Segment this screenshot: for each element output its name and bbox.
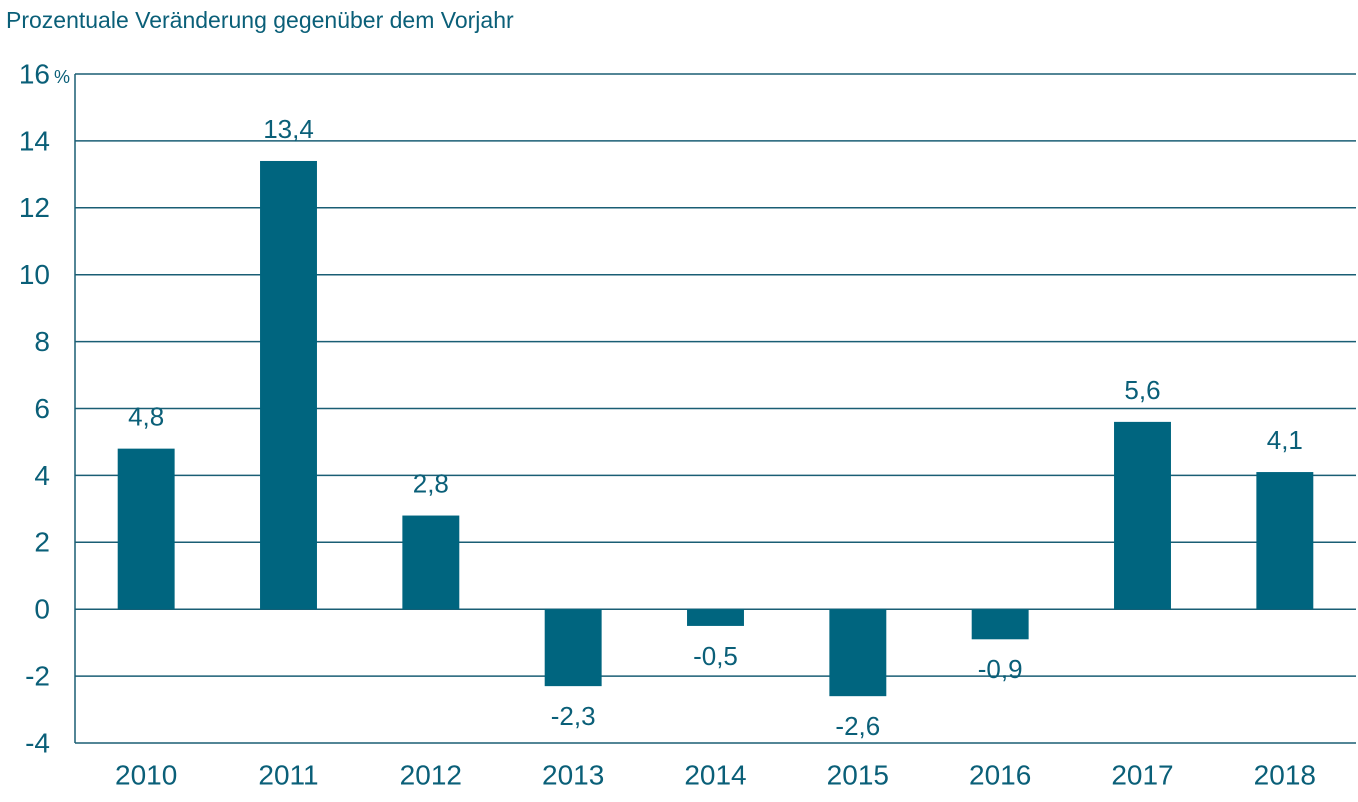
y-tick-label: -2	[25, 660, 50, 691]
y-tick-label: 0	[34, 594, 50, 625]
y-tick-label: 4	[34, 460, 50, 491]
value-label: 4,1	[1267, 425, 1303, 455]
y-tick-label: 6	[34, 393, 50, 424]
x-tick-label: 2011	[258, 759, 318, 790]
chart-title: Prozentuale Veränderung gegenüber dem Vo…	[6, 7, 514, 33]
bar	[971, 609, 1029, 640]
x-tick-label: 2014	[684, 759, 746, 790]
y-unit: %	[54, 67, 70, 87]
value-label: -2,3	[551, 701, 596, 731]
value-label: -2,6	[835, 711, 880, 741]
value-label: 5,6	[1124, 375, 1160, 405]
bar	[1256, 472, 1314, 610]
bar	[829, 609, 887, 697]
y-tick-label: 2	[34, 527, 50, 558]
bar	[260, 160, 317, 610]
value-label: 4,8	[128, 402, 164, 432]
y-tick-label: 14	[19, 125, 50, 156]
y-tick-label: 12	[19, 192, 50, 223]
y-tick-label: 10	[19, 259, 50, 290]
x-tick-label: 2012	[400, 759, 462, 790]
y-tick-label: -4	[25, 727, 50, 758]
value-label: -0,5	[693, 641, 738, 671]
value-label: -0,9	[978, 654, 1023, 684]
bar	[687, 609, 744, 626]
x-tick-label: 2013	[542, 759, 604, 790]
bar	[1114, 421, 1171, 610]
x-tick-label: 2010	[115, 759, 177, 790]
bar	[117, 448, 175, 610]
y-tick-label: 8	[34, 326, 50, 357]
x-tick-label: 2015	[827, 759, 889, 790]
x-tick-label: 2018	[1254, 759, 1316, 790]
x-tick-label: 2017	[1111, 759, 1173, 790]
value-label: 13,4	[263, 114, 314, 144]
x-tick-label: 2016	[969, 759, 1031, 790]
bar	[544, 609, 602, 687]
value-label: 2,8	[413, 468, 449, 498]
y-tick-label: 16	[19, 58, 50, 89]
bar	[402, 515, 460, 610]
